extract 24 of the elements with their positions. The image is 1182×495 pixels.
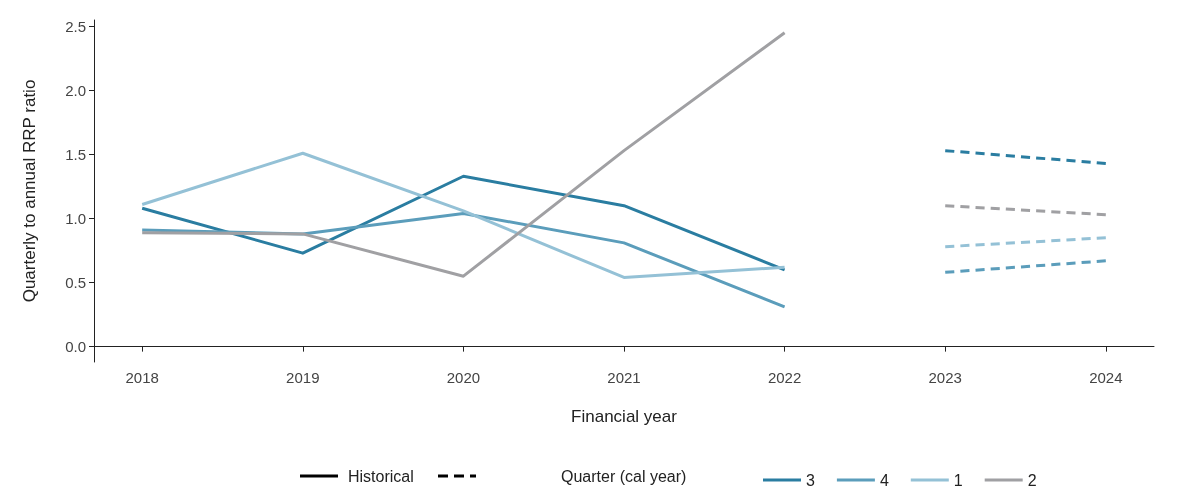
- x-tick-label: 2021: [607, 369, 641, 386]
- x-axis-title: Financial year: [571, 407, 678, 426]
- x-tick-label: 2020: [446, 369, 481, 386]
- y-tick-label: 2.0: [65, 81, 86, 99]
- y-tick-label: 2.5: [65, 17, 86, 35]
- legend-label: 4: [879, 471, 889, 489]
- x-tick-label: 2018: [125, 369, 159, 386]
- line-series: [140, 31, 787, 278]
- legend-title: Quarter (cal year): [561, 467, 687, 485]
- y-axis-title: Quarterly to annual RRP ratio: [20, 79, 39, 303]
- y-tick-label: 1.5: [65, 145, 86, 163]
- x-tick-label: 2024: [1089, 369, 1123, 386]
- line-series: [140, 174, 787, 272]
- line-series: [140, 151, 787, 279]
- y-tick-label: 1.0: [65, 210, 86, 228]
- y-tick-label: 0.5: [65, 274, 86, 292]
- legend-label: 3: [806, 471, 815, 489]
- text: Historical: [348, 467, 414, 485]
- x-tick-label: 2019: [286, 369, 320, 386]
- y-tick-label: 0.0: [65, 338, 86, 356]
- legend-label: 1: [953, 471, 963, 489]
- x-tick-label: 2022: [767, 369, 802, 386]
- x-tick-label: 2023: [928, 369, 962, 386]
- legend-label: 2: [1027, 471, 1037, 489]
